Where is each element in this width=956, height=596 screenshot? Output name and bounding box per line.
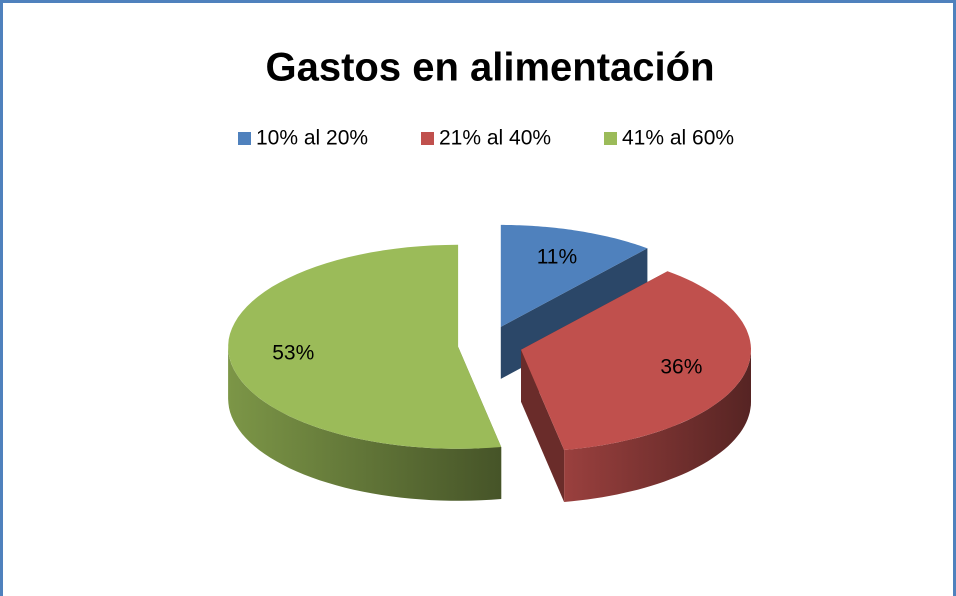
- legend: 10% al 20% 21% al 40% 41% al 60%: [238, 127, 734, 150]
- data-label: 36%: [660, 356, 702, 379]
- legend-swatch: [604, 132, 617, 145]
- slice-top: [228, 244, 502, 449]
- legend-label: 10% al 20%: [256, 127, 368, 150]
- pie-slice: [521, 271, 751, 502]
- slice-top: [521, 271, 751, 450]
- slice-rim: [564, 349, 751, 502]
- legend-swatch: [421, 132, 434, 145]
- data-label: 53%: [272, 341, 314, 364]
- slice-top: [500, 224, 648, 327]
- slice-rim: [228, 346, 502, 501]
- legend-label: 21% al 40%: [439, 127, 551, 150]
- pie-slice: [228, 244, 502, 501]
- slice-wall: [521, 349, 565, 502]
- pie: 11% 53% 36%: [228, 224, 751, 502]
- chart-title: Gastos en alimentación: [265, 46, 714, 90]
- data-label: 11%: [537, 245, 577, 268]
- legend-label: 41% al 60%: [622, 127, 734, 150]
- legend-swatch: [238, 132, 251, 145]
